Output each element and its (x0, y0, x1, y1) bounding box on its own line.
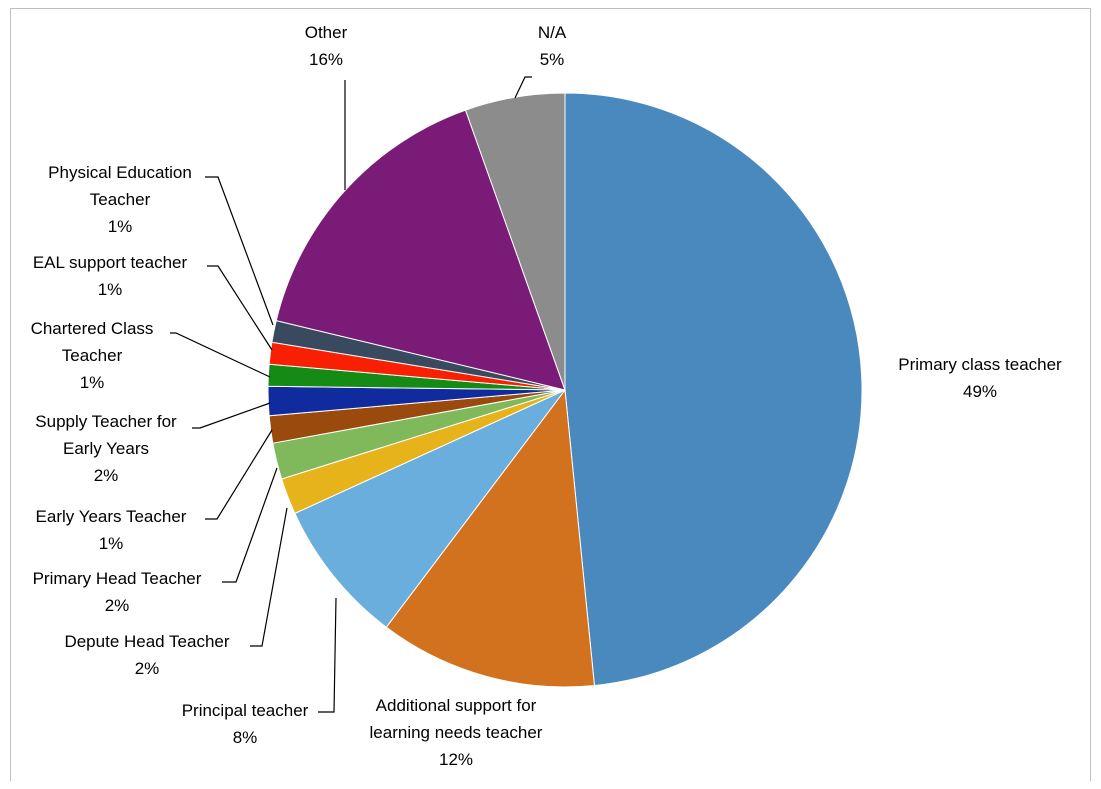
pie-slice-other (275, 109, 566, 391)
leader-line (205, 176, 274, 326)
pie-slice-n-a (464, 92, 566, 391)
data-label: Principal teacher 8% (182, 701, 309, 747)
data-label: N/A 5% (538, 23, 567, 69)
pie-slice-additional-support-for-learning-needs-teacher (385, 388, 596, 688)
leader-line (222, 467, 278, 583)
data-label: Chartered Class Teacher 1% (31, 319, 154, 392)
leader-line (318, 597, 337, 713)
data-label: Supply Teacher for Early Years 2% (35, 412, 177, 485)
pie-slice-principal-teacher (294, 389, 566, 628)
leader-line (205, 429, 273, 520)
data-label: EAL support teacher 1% (33, 253, 188, 299)
leader-line (207, 265, 273, 351)
leader-line (170, 332, 271, 378)
data-label: Primary Head Teacher 2% (33, 569, 202, 615)
data-label: Early Years Teacher 1% (36, 507, 187, 553)
data-label: Physical Education Teacher 1% (48, 163, 192, 236)
data-label: Additional support for learning needs tea… (370, 696, 543, 769)
leader-line (192, 402, 271, 429)
pie-slice-primary-class-teacher (564, 92, 863, 687)
data-label: Other 16% (305, 23, 348, 69)
data-label: Primary class teacher 49% (898, 355, 1062, 401)
leader-line (514, 76, 532, 99)
leader-line (250, 507, 288, 647)
data-label: Depute Head Teacher 2% (64, 632, 229, 678)
